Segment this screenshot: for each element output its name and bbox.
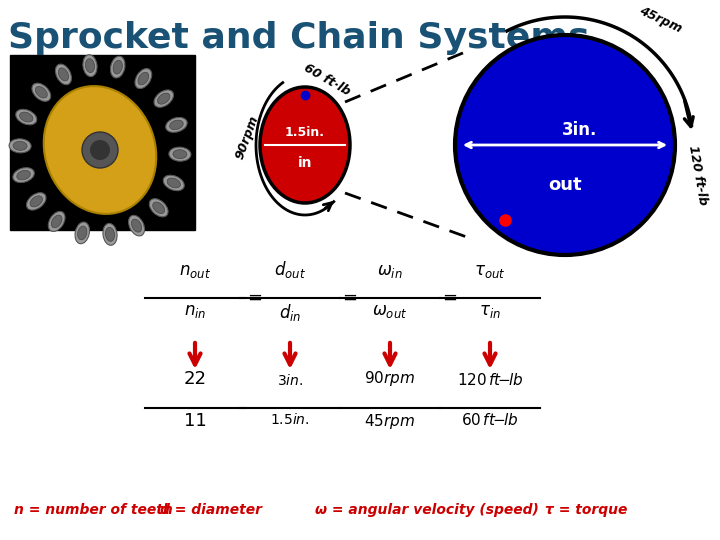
Ellipse shape bbox=[129, 215, 145, 236]
Text: $\tau_{out}$: $\tau_{out}$ bbox=[474, 262, 505, 280]
Text: $\omega_{out}$: $\omega_{out}$ bbox=[372, 302, 408, 320]
Text: $\omega_{in}$: $\omega_{in}$ bbox=[377, 262, 403, 280]
Ellipse shape bbox=[75, 222, 89, 244]
Ellipse shape bbox=[35, 86, 48, 98]
Text: 22: 22 bbox=[184, 370, 207, 388]
Ellipse shape bbox=[55, 64, 71, 85]
Text: $d_{in}$: $d_{in}$ bbox=[279, 302, 301, 323]
Ellipse shape bbox=[17, 170, 30, 180]
Text: Sprocket and Chain Systems: Sprocket and Chain Systems bbox=[8, 21, 590, 55]
Ellipse shape bbox=[51, 215, 62, 228]
Text: τ = torque: τ = torque bbox=[545, 503, 627, 517]
FancyBboxPatch shape bbox=[10, 55, 195, 230]
Text: d = diameter: d = diameter bbox=[160, 503, 262, 517]
Ellipse shape bbox=[260, 87, 350, 203]
Text: 90rpm: 90rpm bbox=[233, 113, 261, 161]
Ellipse shape bbox=[103, 224, 117, 245]
Text: 120 ft-lb: 120 ft-lb bbox=[686, 144, 710, 206]
Text: 11: 11 bbox=[184, 412, 207, 430]
Text: 60 ft·lb: 60 ft·lb bbox=[302, 62, 353, 98]
Ellipse shape bbox=[27, 193, 46, 210]
Ellipse shape bbox=[78, 226, 87, 240]
Text: $3in.$: $3in.$ bbox=[276, 373, 303, 388]
Ellipse shape bbox=[170, 120, 184, 130]
Ellipse shape bbox=[167, 178, 181, 188]
Ellipse shape bbox=[113, 60, 122, 74]
Text: $n_{in}$: $n_{in}$ bbox=[184, 302, 206, 320]
Text: $45rpm$: $45rpm$ bbox=[364, 412, 415, 431]
Ellipse shape bbox=[135, 69, 152, 89]
Text: 1.5in.: 1.5in. bbox=[285, 126, 325, 139]
Ellipse shape bbox=[110, 56, 125, 78]
Ellipse shape bbox=[32, 83, 50, 102]
Ellipse shape bbox=[166, 117, 187, 132]
Ellipse shape bbox=[153, 202, 165, 213]
Text: $60\,ft\!\!-\!\!lb$: $60\,ft\!\!-\!\!lb$ bbox=[462, 412, 518, 428]
Text: $n_{out}$: $n_{out}$ bbox=[179, 262, 211, 280]
Text: =: = bbox=[443, 289, 457, 307]
Ellipse shape bbox=[169, 147, 191, 161]
Ellipse shape bbox=[48, 212, 65, 232]
Text: $90rpm$: $90rpm$ bbox=[364, 369, 415, 388]
Circle shape bbox=[455, 35, 675, 255]
Ellipse shape bbox=[13, 168, 35, 183]
Text: 45rpm: 45rpm bbox=[636, 4, 683, 36]
Ellipse shape bbox=[154, 90, 174, 107]
Text: ω = angular velocity (speed): ω = angular velocity (speed) bbox=[315, 503, 539, 517]
Ellipse shape bbox=[158, 93, 170, 104]
Ellipse shape bbox=[9, 139, 31, 153]
Text: $1.5in.$: $1.5in.$ bbox=[270, 412, 310, 427]
Ellipse shape bbox=[83, 55, 97, 77]
Text: $\tau_{in}$: $\tau_{in}$ bbox=[479, 302, 501, 320]
Ellipse shape bbox=[163, 175, 184, 191]
Ellipse shape bbox=[44, 86, 156, 214]
Ellipse shape bbox=[13, 141, 27, 150]
Ellipse shape bbox=[30, 196, 42, 207]
Text: =: = bbox=[248, 289, 263, 307]
Ellipse shape bbox=[149, 199, 168, 217]
Text: =: = bbox=[343, 289, 358, 307]
Ellipse shape bbox=[86, 59, 94, 73]
Ellipse shape bbox=[173, 150, 187, 159]
Ellipse shape bbox=[16, 109, 37, 125]
Ellipse shape bbox=[138, 72, 149, 85]
Text: 3in.: 3in. bbox=[562, 121, 598, 139]
Ellipse shape bbox=[132, 219, 142, 232]
Circle shape bbox=[82, 132, 118, 168]
Ellipse shape bbox=[105, 227, 114, 241]
Text: $d_{out}$: $d_{out}$ bbox=[274, 259, 306, 280]
Ellipse shape bbox=[19, 112, 33, 122]
Text: $120\,ft\!\!-\!\!lb$: $120\,ft\!\!-\!\!lb$ bbox=[456, 372, 523, 388]
Ellipse shape bbox=[58, 68, 68, 81]
Text: in: in bbox=[298, 156, 312, 170]
Circle shape bbox=[90, 140, 110, 160]
Text: out: out bbox=[548, 176, 582, 194]
Text: n = number of teeth: n = number of teeth bbox=[14, 503, 173, 517]
